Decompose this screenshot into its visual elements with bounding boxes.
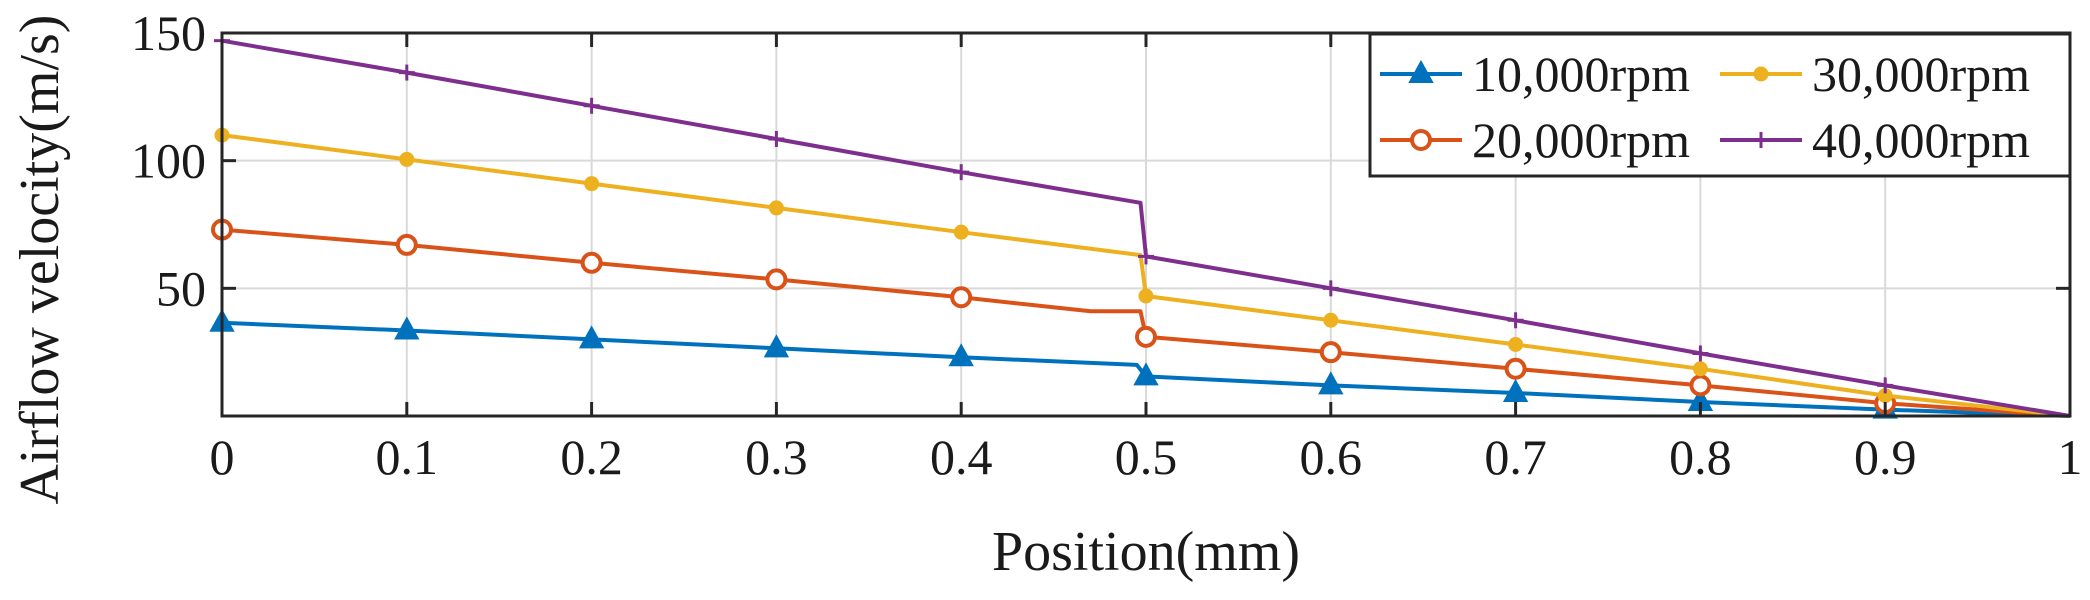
- y-tick-label: 150: [131, 5, 206, 61]
- data-point-marker: [1323, 312, 1339, 328]
- data-point-marker: [1753, 66, 1769, 82]
- data-point-marker: [1877, 377, 1894, 394]
- series-10,000rpm: [209, 308, 2071, 419]
- x-tick-label: 0.9: [1854, 429, 1917, 485]
- x-tick-label: 0: [210, 429, 235, 485]
- data-point-marker: [395, 233, 418, 256]
- x-tick-label: 1: [2058, 429, 2083, 485]
- data-point-marker: [1689, 374, 1712, 397]
- x-tick-label: 0.6: [1300, 429, 1363, 485]
- x-tick-label: 0.4: [930, 429, 993, 485]
- data-point-marker: [1508, 337, 1524, 353]
- data-point-marker: [399, 151, 415, 167]
- y-tick-label: 50: [156, 260, 206, 316]
- data-point-marker: [1504, 357, 1527, 380]
- legend-label: 20,000rpm: [1472, 112, 1690, 168]
- data-point-marker: [578, 325, 605, 349]
- data-point-marker: [768, 200, 784, 216]
- legend-label: 40,000rpm: [1812, 112, 2030, 168]
- data-point-marker: [768, 130, 785, 147]
- series-layer: [209, 32, 2071, 419]
- data-point-marker: [1318, 371, 1344, 395]
- data-point-marker: [1692, 361, 1708, 377]
- data-point-marker: [948, 343, 974, 367]
- x-tick-label: 0.1: [376, 429, 439, 485]
- legend-label: 10,000rpm: [1472, 46, 1690, 102]
- data-point-marker: [950, 286, 973, 309]
- data-point-marker: [953, 224, 969, 240]
- data-point-marker: [398, 64, 415, 81]
- series-40,000rpm: [214, 32, 2071, 418]
- data-point-marker: [953, 164, 970, 181]
- data-point-marker: [583, 97, 600, 114]
- data-point-marker: [584, 176, 600, 192]
- y-tick-label: 100: [131, 133, 206, 189]
- x-axis-title: Position(mm): [992, 521, 1300, 583]
- legend: 10,000rpm 30,000rpm 20,000rpm 40,000rpm: [1368, 32, 2072, 178]
- x-tick-label: 0.5: [1115, 429, 1178, 485]
- data-point-marker: [1507, 312, 1524, 329]
- data-point-marker: [1138, 288, 1154, 304]
- data-point-marker: [1502, 378, 1529, 403]
- series-20,000rpm: [211, 218, 2071, 418]
- y-axis-title: Airflow velocity(m/s): [9, 15, 71, 505]
- series-line: [221, 320, 2071, 418]
- data-point-marker: [1753, 132, 1769, 148]
- data-point-marker: [394, 316, 420, 340]
- data-point-marker: [1319, 341, 1342, 364]
- legend-box: [1368, 32, 2072, 178]
- x-tick-label: 0.8: [1669, 429, 1732, 485]
- legend-entry: 30,000rpm: [1720, 46, 2030, 102]
- x-tick-label: 0.2: [560, 429, 623, 485]
- data-point-marker: [1133, 362, 1159, 386]
- data-point-marker: [765, 268, 788, 291]
- legend-entry: 10,000rpm: [1380, 46, 1690, 102]
- legend-entry: 20,000rpm: [1380, 112, 1690, 168]
- data-point-marker: [1322, 280, 1339, 297]
- data-point-marker: [763, 334, 790, 358]
- series-line: [221, 38, 2071, 418]
- x-tick-label: 0.7: [1484, 429, 1547, 485]
- data-point-marker: [580, 251, 603, 274]
- x-tick-label: 0.3: [745, 429, 808, 485]
- series-30,000rpm: [214, 127, 2071, 418]
- data-point-marker: [1692, 345, 1709, 362]
- legend-label: 30,000rpm: [1812, 46, 2030, 102]
- legend-entry: 40,000rpm: [1720, 112, 2030, 168]
- data-point-marker: [1408, 59, 1434, 83]
- data-point-marker: [1138, 248, 1154, 265]
- data-point-marker: [1135, 325, 1157, 348]
- data-point-marker: [1410, 129, 1432, 151]
- series-line: [221, 133, 2071, 418]
